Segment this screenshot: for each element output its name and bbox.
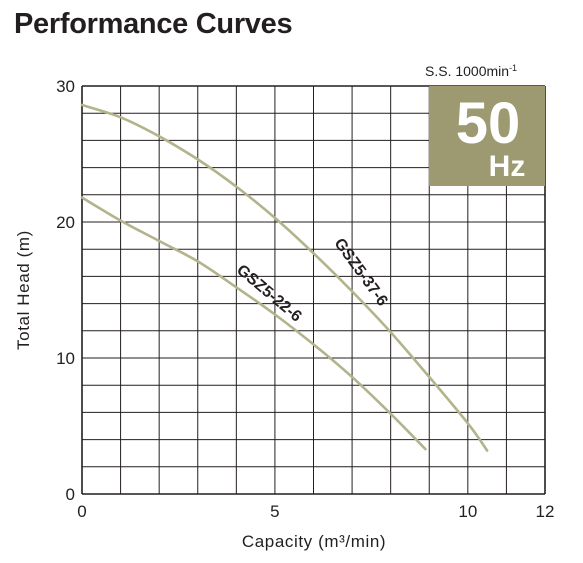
frequency-unit: Hz [489, 150, 526, 183]
x-axis-label: Capacity (m³/min) [242, 532, 386, 551]
y-tick-label: 30 [56, 77, 75, 96]
x-tick-label: 10 [458, 502, 477, 521]
x-tick-label: 5 [270, 502, 279, 521]
y-tick-label: 20 [56, 213, 75, 232]
axis-ticks: 0 5 10 12 0 10 20 30 [56, 77, 554, 521]
y-tick-label: 10 [56, 349, 75, 368]
x-tick-label: 0 [77, 502, 86, 521]
speed-label: S.S. 1000min-1 [425, 63, 517, 79]
frequency-value: 50 [456, 91, 521, 156]
x-tick-label: 12 [536, 502, 555, 521]
frequency-badge-bg [429, 86, 545, 186]
curve-label-gsz5-37-6: GSZ5-37-6 [331, 235, 391, 309]
speed-label-exponent: -1 [509, 63, 517, 73]
curve-gsz5-22-6 [80, 196, 427, 451]
curve-gsz5-37-6 [80, 103, 489, 452]
page-title: Performance Curves [14, 8, 293, 40]
frequency-badge: 50 Hz [429, 86, 545, 186]
y-axis-label: Total Head (m) [14, 230, 33, 350]
speed-label-text: S.S. 1000min [425, 63, 509, 79]
performance-curves [80, 103, 489, 452]
y-tick-label: 0 [66, 485, 75, 504]
